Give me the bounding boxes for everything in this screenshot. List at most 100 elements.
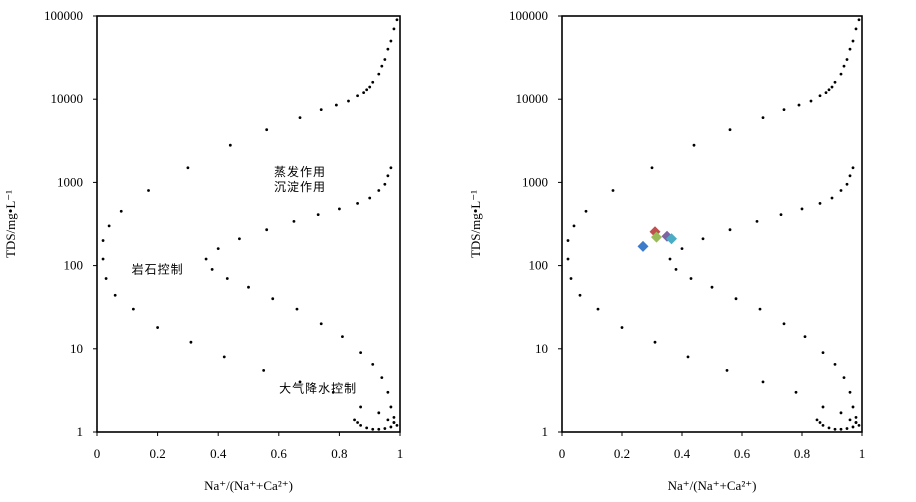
envelope-dot bbox=[377, 72, 381, 76]
plot-frame bbox=[96, 15, 401, 433]
envelope-dot bbox=[386, 174, 390, 178]
envelope-dot bbox=[334, 103, 338, 107]
envelope-dot bbox=[851, 425, 855, 429]
y-tick-label: 100000 bbox=[509, 8, 548, 23]
envelope-dot bbox=[265, 228, 269, 232]
envelope-dot bbox=[356, 421, 359, 424]
envelope-dot bbox=[386, 47, 390, 51]
annotation-label: 大气降水控制 bbox=[279, 380, 357, 395]
envelope-dot bbox=[761, 116, 765, 120]
envelope-dot bbox=[271, 297, 275, 301]
envelope-dot bbox=[216, 247, 220, 251]
envelope-dot bbox=[782, 322, 786, 326]
chart-panel-left: 0 0.2 0.4 0.6 0.8 1 1 10 100 1000 10000 100000 Na⁺/(… bbox=[3, 8, 403, 493]
envelope-dot bbox=[851, 405, 855, 409]
envelope-dot bbox=[359, 424, 363, 427]
envelope-dot bbox=[596, 307, 600, 311]
envelope-dot bbox=[389, 166, 393, 170]
x-tick-label: 0.8 bbox=[331, 446, 347, 461]
envelope-dot bbox=[356, 94, 359, 98]
envelope-dot bbox=[845, 182, 849, 186]
envelope-dot bbox=[347, 99, 350, 103]
envelope-dot bbox=[848, 47, 852, 51]
envelope-dot bbox=[854, 27, 858, 31]
envelope-dot bbox=[650, 166, 654, 170]
envelope-dot bbox=[680, 247, 684, 251]
plot-frame bbox=[561, 15, 863, 433]
envelope-dot bbox=[845, 427, 849, 430]
y-tick-label: 1 bbox=[77, 424, 84, 439]
envelope-dot bbox=[119, 209, 123, 213]
x-tick-label: 0.2 bbox=[614, 446, 630, 461]
envelope-dot bbox=[734, 297, 738, 301]
envelope-dot bbox=[821, 424, 825, 427]
envelope-dot bbox=[842, 376, 846, 380]
envelope-dot bbox=[845, 58, 849, 61]
envelope-dot bbox=[848, 418, 852, 422]
envelope-dot bbox=[857, 18, 861, 22]
envelope-dot bbox=[755, 219, 759, 223]
envelope-dot bbox=[365, 426, 369, 430]
envelope-dot bbox=[156, 326, 160, 329]
envelope-dot bbox=[839, 72, 843, 76]
envelope-dot bbox=[692, 143, 696, 147]
envelope-dot bbox=[611, 189, 615, 192]
envelope-dot bbox=[341, 335, 344, 339]
envelope-dot bbox=[833, 80, 837, 84]
envelope-dot bbox=[101, 257, 105, 261]
envelope-dot bbox=[392, 27, 396, 31]
envelope-dot bbox=[851, 39, 855, 43]
envelope-dot bbox=[377, 411, 381, 415]
envelope-dot bbox=[842, 64, 846, 68]
y-tick-label: 10 bbox=[70, 341, 83, 356]
envelope-dot bbox=[818, 421, 822, 424]
envelope-dot bbox=[833, 362, 837, 366]
envelope-dot bbox=[353, 418, 356, 422]
envelope-dot bbox=[668, 257, 672, 261]
y-tick-label: 10000 bbox=[516, 91, 549, 106]
envelope-dot bbox=[809, 99, 813, 103]
envelope-dot bbox=[292, 219, 296, 223]
envelope-dot bbox=[854, 421, 858, 424]
annotation-label: 沉淀作用 bbox=[274, 180, 326, 194]
x-tick-label: 0.4 bbox=[674, 446, 691, 461]
x-tick-label: 0.6 bbox=[271, 446, 288, 461]
envelope-dot bbox=[779, 213, 783, 217]
envelope-dot bbox=[728, 228, 732, 232]
envelope-dot bbox=[818, 94, 822, 98]
envelope-dot bbox=[371, 362, 375, 366]
envelope-dot bbox=[371, 427, 375, 431]
envelope-dot bbox=[389, 39, 393, 43]
envelope-dot bbox=[851, 166, 855, 170]
data-point-diamond bbox=[637, 240, 649, 252]
envelope-dot bbox=[131, 307, 135, 311]
x-tick-label: 0.8 bbox=[794, 446, 810, 461]
envelope-dot bbox=[383, 58, 387, 61]
x-tick-label: 0.6 bbox=[734, 446, 751, 461]
y-tick-label: 10000 bbox=[51, 91, 84, 106]
envelope-dot bbox=[295, 307, 299, 311]
y-tick-label: 100 bbox=[64, 258, 84, 273]
envelope-dot bbox=[386, 418, 390, 422]
envelope-dot bbox=[386, 390, 390, 394]
chart-panel-right: 0 0.2 0.4 0.6 0.8 1 1 10 100 1000 10000 100000 Na⁺/(… bbox=[468, 8, 865, 493]
y-tick-label: 100 bbox=[529, 258, 549, 273]
envelope-dot bbox=[319, 322, 323, 326]
envelope-dot bbox=[238, 237, 241, 241]
envelope-dot bbox=[225, 277, 229, 280]
annotation-label: 蒸发作用 bbox=[274, 164, 326, 179]
envelope-dot bbox=[392, 421, 396, 424]
envelope-dot bbox=[262, 369, 266, 372]
envelope-dot bbox=[728, 128, 732, 132]
y-tick-label: 100000 bbox=[44, 8, 83, 23]
envelope-dot bbox=[298, 116, 302, 120]
envelope-dot bbox=[578, 293, 582, 297]
envelope-dot bbox=[710, 285, 714, 289]
envelope-dot bbox=[701, 237, 705, 241]
envelope-dot bbox=[204, 257, 208, 261]
envelope-dot bbox=[222, 355, 226, 359]
envelope-dot bbox=[371, 80, 375, 84]
envelope-dot bbox=[186, 166, 190, 170]
envelope-dot bbox=[794, 390, 798, 394]
